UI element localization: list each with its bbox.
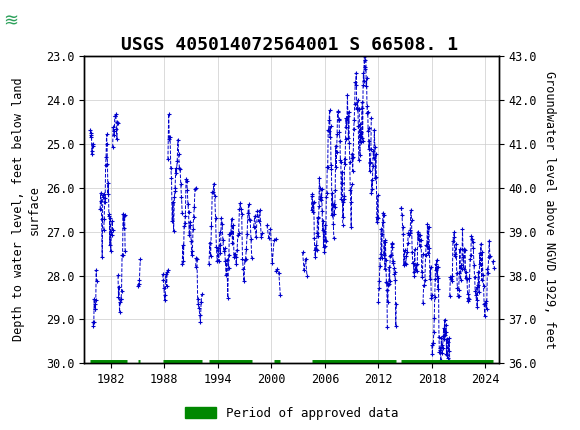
- Text: USGS: USGS: [26, 12, 77, 31]
- Y-axis label: Depth to water level, feet below land
surface: Depth to water level, feet below land su…: [12, 78, 41, 341]
- Text: USGS 405014072564001 S 66508. 1: USGS 405014072564001 S 66508. 1: [121, 36, 459, 54]
- Text: ≈USGS: ≈USGS: [5, 14, 64, 29]
- Bar: [3, 3, 78, 42]
- Legend: Period of approved data: Period of approved data: [180, 402, 403, 425]
- Text: ≋: ≋: [3, 12, 18, 31]
- Y-axis label: Groundwater level above NGVD 1929, feet: Groundwater level above NGVD 1929, feet: [542, 71, 556, 349]
